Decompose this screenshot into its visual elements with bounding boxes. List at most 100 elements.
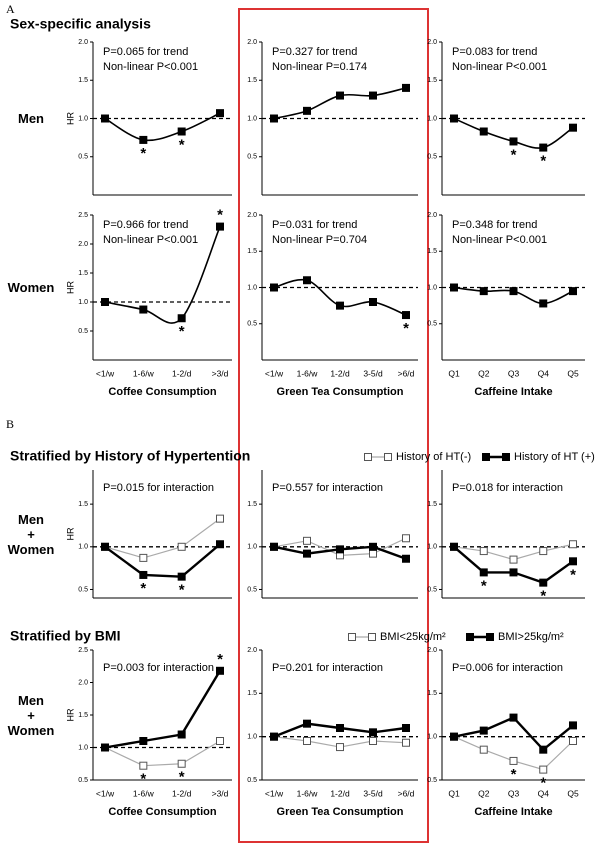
y-tick-label: 0.5 [247,321,257,328]
marker [569,721,577,730]
panel-note: P=0.006 for interaction [452,662,563,674]
x-tick-label: 1-2/d [330,368,350,378]
panel-note: Non-linear P<0.001 [103,234,198,246]
y-tick-label: 0.5 [427,777,437,784]
marker [139,135,148,144]
marker [450,283,458,292]
marker [539,143,548,152]
y-tick-label: 1.5 [247,77,257,84]
marker [402,738,410,747]
panel-note: P=0.327 for trend [272,46,357,58]
panel-note: P=0.557 for interaction [272,482,383,494]
marker [569,287,577,296]
panel-note: P=0.065 for trend [103,46,188,58]
value-label: * [179,582,185,599]
legend-marker [466,633,474,641]
panel-note: P=0.201 for interaction [272,662,383,674]
y-tick-label: 2.0 [427,39,437,46]
y-tick-label: 1.5 [247,248,257,255]
x-tick-label: Q3 [508,368,520,378]
marker [402,83,410,92]
marker [177,314,186,323]
y-tick-label: 0.5 [78,154,88,161]
marker [336,545,344,554]
value-label: * [140,145,146,162]
marker [509,287,518,296]
series-line [104,518,221,559]
y-tick-label: 0.5 [78,777,88,784]
marker [101,298,109,306]
x-tick-label: 1-6/w [133,788,155,798]
x-tick-label: Q2 [478,788,490,798]
section-title: Stratified by BMI [10,628,120,644]
marker [509,568,518,577]
value-label: * [570,566,576,583]
marker [369,298,377,306]
y-tick-label: 1.0 [78,544,88,551]
x-tick-label: <1/w [265,368,284,378]
panel-note: P=0.031 for trend [272,219,357,231]
y-tick-label: 2.0 [427,647,437,654]
value-label: * [140,580,146,597]
marker [479,547,488,556]
series-line [104,112,221,142]
y-axis-title: HR [65,112,75,125]
marker [402,311,410,320]
marker [569,123,577,132]
panel-note: P=0.003 for interaction [103,662,214,674]
y-tick-label: 1.0 [78,299,88,306]
panel-note: Non-linear P<0.001 [452,234,547,246]
marker [216,666,224,675]
y-tick-label: 0.5 [78,328,88,335]
marker [303,106,311,115]
marker [479,287,488,296]
value-label: * [179,769,185,786]
panel-note: P=0.015 for interaction [103,482,214,494]
panel-note: Non-linear P<0.001 [452,61,547,73]
marker [450,114,458,123]
marker [402,724,410,732]
marker [509,137,518,146]
series-line [273,278,407,316]
x-tick-label: <1/w [96,788,115,798]
value-label: * [179,136,185,153]
y-tick-label: 2.0 [78,241,88,248]
x-tick-label: Q1 [448,368,460,378]
marker [177,542,186,551]
y-tick-label: 2.0 [78,679,88,686]
y-tick-label: 2.0 [247,212,257,219]
y-tick-label: 1.0 [247,284,257,291]
marker [139,761,148,770]
legend-label: BMI>25kg/m² [498,631,564,643]
legend-label: BMI<25kg/m² [380,631,446,643]
y-tick-label: 1.5 [427,248,437,255]
y-tick-label: 1.5 [247,501,257,508]
marker [139,570,148,579]
y-axis-title: HR [65,708,75,721]
series-line [104,543,221,578]
x-axis-title: Caffeine Intake [474,386,552,398]
x-tick-label: Q5 [567,368,579,378]
y-tick-label: 1.5 [78,501,88,508]
marker [479,127,488,136]
x-tick-label: >6/d [398,368,415,378]
section-title: Stratified by History of Hypertention [10,448,250,464]
x-tick-label: >3/d [212,788,229,798]
marker [216,222,224,231]
marker [450,732,458,741]
y-tick-label: 1.5 [427,501,437,508]
marker [139,737,148,745]
x-axis-title: Coffee Consumption [108,806,216,818]
panel-note: P=0.966 for trend [103,219,188,231]
marker [369,91,377,100]
y-tick-label: 1.5 [247,690,257,697]
marker [479,726,488,735]
marker [539,765,548,774]
y-axis-title: HR [65,527,75,540]
legend-marker [502,453,510,461]
y-tick-label: 1.5 [78,270,88,277]
x-tick-label: Q3 [508,788,520,798]
section-title: Sex-specific analysis [10,16,151,32]
marker [509,756,518,765]
x-tick-label: 1-2/d [172,788,192,798]
